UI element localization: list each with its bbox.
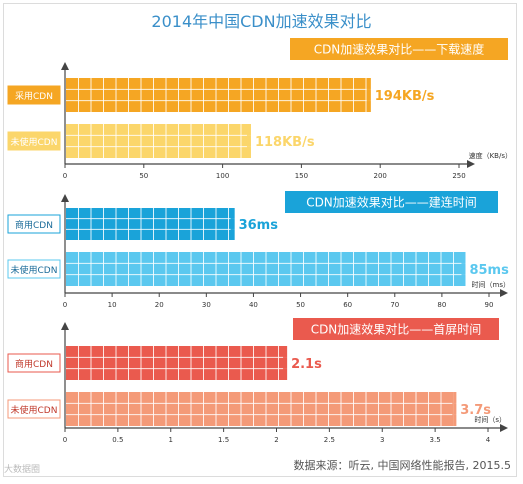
bar bbox=[66, 124, 251, 158]
category-label: 未使用CDN bbox=[11, 264, 58, 276]
x-tick-label: 4 bbox=[486, 436, 491, 444]
x-axis-arrow bbox=[500, 289, 508, 297]
x-axis-label: 时间（s） bbox=[474, 415, 506, 424]
category-label-box bbox=[7, 131, 61, 151]
category-label: 商用CDN bbox=[15, 358, 53, 370]
bar-end-cap bbox=[461, 252, 466, 286]
panel-title: CDN加速效果对比——首屏时间 bbox=[311, 322, 482, 337]
x-tick-label: 1 bbox=[169, 436, 173, 444]
category-label: 未使用CDN bbox=[11, 404, 58, 416]
x-tick-label: 50 bbox=[296, 301, 305, 309]
category-label-box bbox=[7, 399, 61, 419]
figure-title: 2014年中国CDN加速效果对比 bbox=[151, 12, 372, 31]
x-tick-label: 10 bbox=[108, 301, 117, 309]
bar-end-cap bbox=[230, 208, 235, 240]
bar bbox=[66, 208, 235, 240]
x-axis-label: 时间（ms） bbox=[472, 280, 510, 289]
x-tick-label: 30 bbox=[202, 301, 211, 309]
category-label-box bbox=[7, 353, 61, 373]
value-label: 2.1s bbox=[291, 357, 322, 372]
x-tick-label: 70 bbox=[390, 301, 399, 309]
x-tick-label: 0 bbox=[63, 436, 67, 444]
x-tick-label: 250 bbox=[452, 172, 465, 180]
value-label: 85ms bbox=[469, 263, 509, 278]
x-tick-label: 1.5 bbox=[218, 436, 229, 444]
category-label-box bbox=[7, 259, 61, 279]
value-label: 118KB/s bbox=[255, 135, 315, 150]
panel-banner bbox=[290, 38, 508, 60]
x-tick-label: 150 bbox=[295, 172, 308, 180]
bar-end-cap bbox=[452, 392, 457, 426]
data-source-note: 数据来源：听云, 中国网络性能报告, 2015.5 bbox=[293, 459, 511, 472]
category-label-box bbox=[7, 85, 61, 105]
panel-title: CDN加速效果对比——建连时间 bbox=[306, 195, 477, 210]
x-tick-label: 40 bbox=[249, 301, 258, 309]
y-axis-arrow bbox=[61, 194, 69, 202]
y-axis-arrow bbox=[61, 322, 69, 330]
value-label: 3.7s bbox=[460, 403, 491, 418]
x-tick-label: 100 bbox=[216, 172, 229, 180]
category-label: 未使用CDN bbox=[11, 136, 58, 148]
category-label: 商用CDN bbox=[15, 219, 53, 231]
figure-border bbox=[3, 3, 517, 477]
x-tick-label: 80 bbox=[437, 301, 446, 309]
x-tick-label: 0 bbox=[63, 172, 67, 180]
bar bbox=[66, 346, 288, 380]
x-tick-label: 20 bbox=[155, 301, 164, 309]
category-label: 采用CDN bbox=[15, 91, 53, 102]
x-tick-label: 3 bbox=[380, 436, 384, 444]
value-label: 194KB/s bbox=[375, 89, 435, 104]
x-axis-label: 速度（KB/s） bbox=[469, 151, 512, 160]
bar-end-cap bbox=[246, 124, 251, 158]
x-tick-label: 90 bbox=[485, 301, 494, 309]
x-tick-label: 3.5 bbox=[430, 436, 441, 444]
x-axis-arrow bbox=[500, 424, 508, 432]
bar-end-cap bbox=[283, 346, 288, 380]
x-tick-label: 0 bbox=[63, 301, 67, 309]
value-label: 36ms bbox=[239, 218, 279, 233]
panel-title: CDN加速效果对比——下载速度 bbox=[314, 42, 485, 57]
bar bbox=[66, 392, 457, 426]
y-axis-arrow bbox=[61, 62, 69, 70]
category-label-box bbox=[7, 214, 61, 234]
panel-banner bbox=[293, 318, 499, 340]
x-tick-label: 50 bbox=[139, 172, 148, 180]
x-tick-label: 0.5 bbox=[112, 436, 123, 444]
bar bbox=[66, 78, 371, 112]
bar-end-cap bbox=[366, 78, 371, 112]
x-axis-arrow bbox=[467, 160, 475, 168]
x-tick-label: 200 bbox=[374, 172, 387, 180]
x-tick-label: 2 bbox=[274, 436, 278, 444]
watermark-logo: 大数据圈 bbox=[4, 465, 41, 475]
x-tick-label: 60 bbox=[343, 301, 352, 309]
panel-banner bbox=[285, 191, 498, 213]
x-tick-label: 2.5 bbox=[324, 436, 335, 444]
